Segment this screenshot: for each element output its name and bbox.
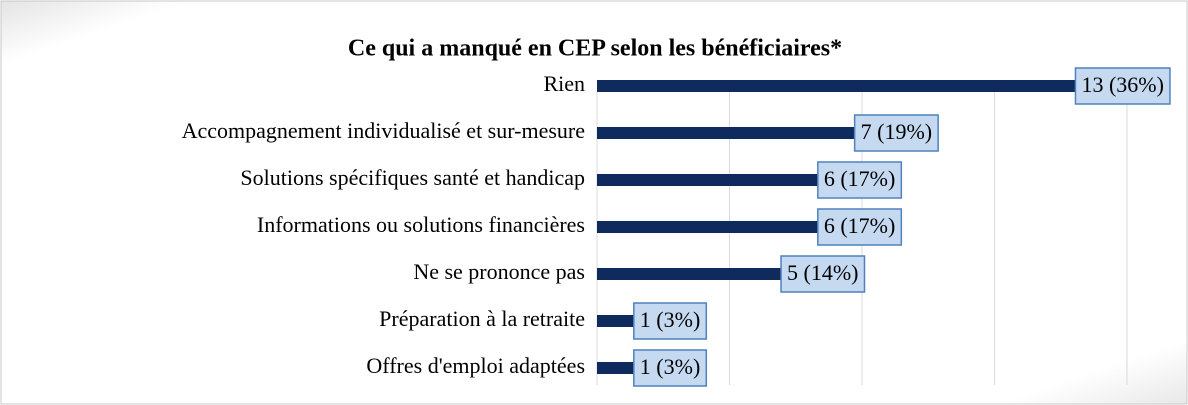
bar: [597, 315, 634, 327]
value-label-box: [633, 349, 708, 387]
value-label: 1 (3%): [640, 354, 700, 379]
value-label-box: [817, 208, 903, 246]
value-label-box: [633, 302, 708, 340]
value-label: 7 (19%): [861, 119, 932, 144]
bar: [597, 268, 782, 280]
bar: [597, 80, 1076, 92]
y-tick-label: Accompagnement individualisé et sur-mesu…: [182, 118, 585, 143]
y-tick-label: Offres d'emploi adaptées: [366, 353, 585, 378]
y-tick-label: Solutions spécifiques santé et handicap: [240, 165, 585, 190]
bar: [597, 221, 818, 233]
value-label-box: [853, 114, 939, 152]
value-label: 6 (17%): [824, 166, 895, 191]
value-label-box: [780, 255, 866, 293]
value-label: 5 (14%): [787, 260, 858, 285]
y-tick-label: Rien: [543, 71, 585, 96]
chart-title: Ce qui a manqué en CEP selon les bénéfic…: [348, 36, 842, 62]
bar: [597, 127, 855, 139]
y-tick-label: Préparation à la retraite: [379, 306, 585, 331]
value-label-box: [817, 161, 903, 199]
y-tick-label: Informations ou solutions financières: [257, 212, 585, 237]
value-label: 13 (36%): [1081, 72, 1163, 97]
value-label: 6 (17%): [824, 213, 895, 238]
value-label: 1 (3%): [640, 307, 700, 332]
value-label-box: [1074, 67, 1171, 105]
y-tick-label: Ne se prononce pas: [413, 259, 585, 284]
bar: [597, 174, 818, 186]
bar: [597, 362, 634, 374]
